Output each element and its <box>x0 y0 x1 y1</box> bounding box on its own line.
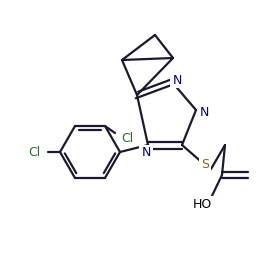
Text: N: N <box>141 147 151 160</box>
Text: N: N <box>172 73 182 86</box>
Text: HO: HO <box>192 197 212 210</box>
Text: N: N <box>199 106 209 118</box>
Text: Cl: Cl <box>121 131 133 144</box>
Text: Cl: Cl <box>28 146 40 159</box>
Text: S: S <box>201 159 209 172</box>
